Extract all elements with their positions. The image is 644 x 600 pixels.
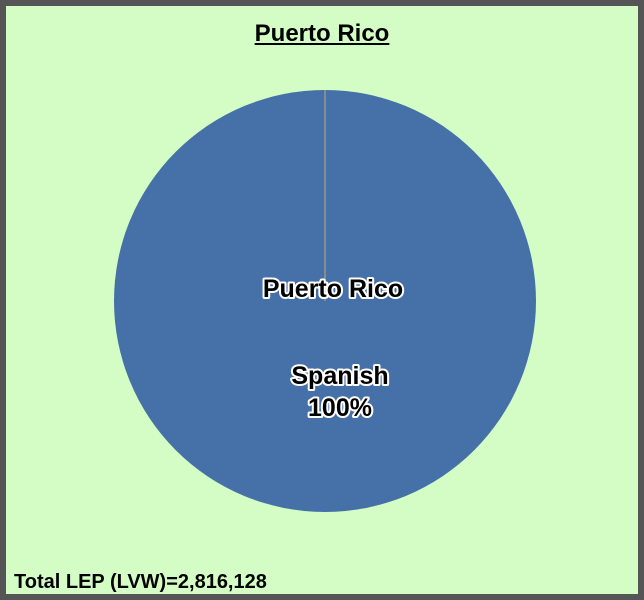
slice-percent-spanish: 100% bbox=[308, 394, 372, 422]
center-label: Puerto Rico bbox=[263, 275, 403, 303]
slice-label-spanish: Spanish bbox=[291, 362, 388, 390]
chart-title: Puerto Rico bbox=[254, 20, 390, 47]
total-lep-footer: Total LEP (LVW)=2,816,128 bbox=[14, 571, 267, 593]
pie-slices bbox=[114, 90, 536, 512]
